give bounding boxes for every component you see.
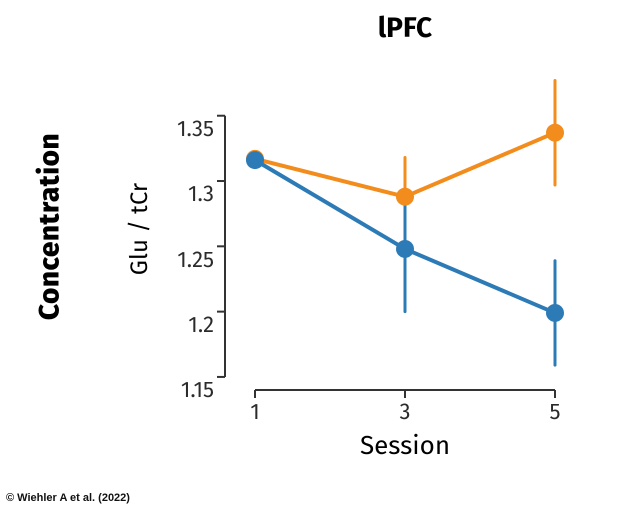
figure-frame: { "chart": { "type": "line-errorbar", "t…: [0, 0, 634, 508]
plot-svg: [0, 0, 634, 508]
citation-text: © Wiehler A et al. (2022): [6, 492, 130, 504]
